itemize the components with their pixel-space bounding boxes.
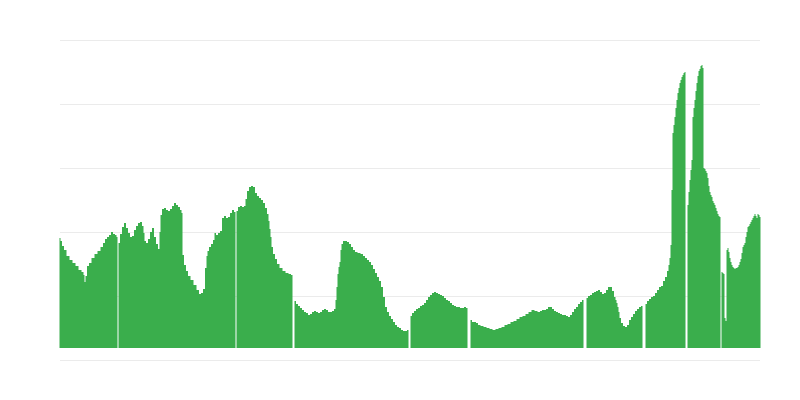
area-segment [687, 65, 721, 348]
area-segment [586, 287, 643, 348]
area-segment [59, 232, 118, 348]
price-area-series [59, 65, 761, 348]
area-segment [118, 203, 236, 348]
area-segment [236, 186, 293, 348]
area-segment [294, 241, 409, 348]
area-segment [470, 300, 584, 348]
area-segment [410, 292, 468, 348]
area-segment [645, 72, 686, 348]
area-segment [721, 214, 761, 348]
